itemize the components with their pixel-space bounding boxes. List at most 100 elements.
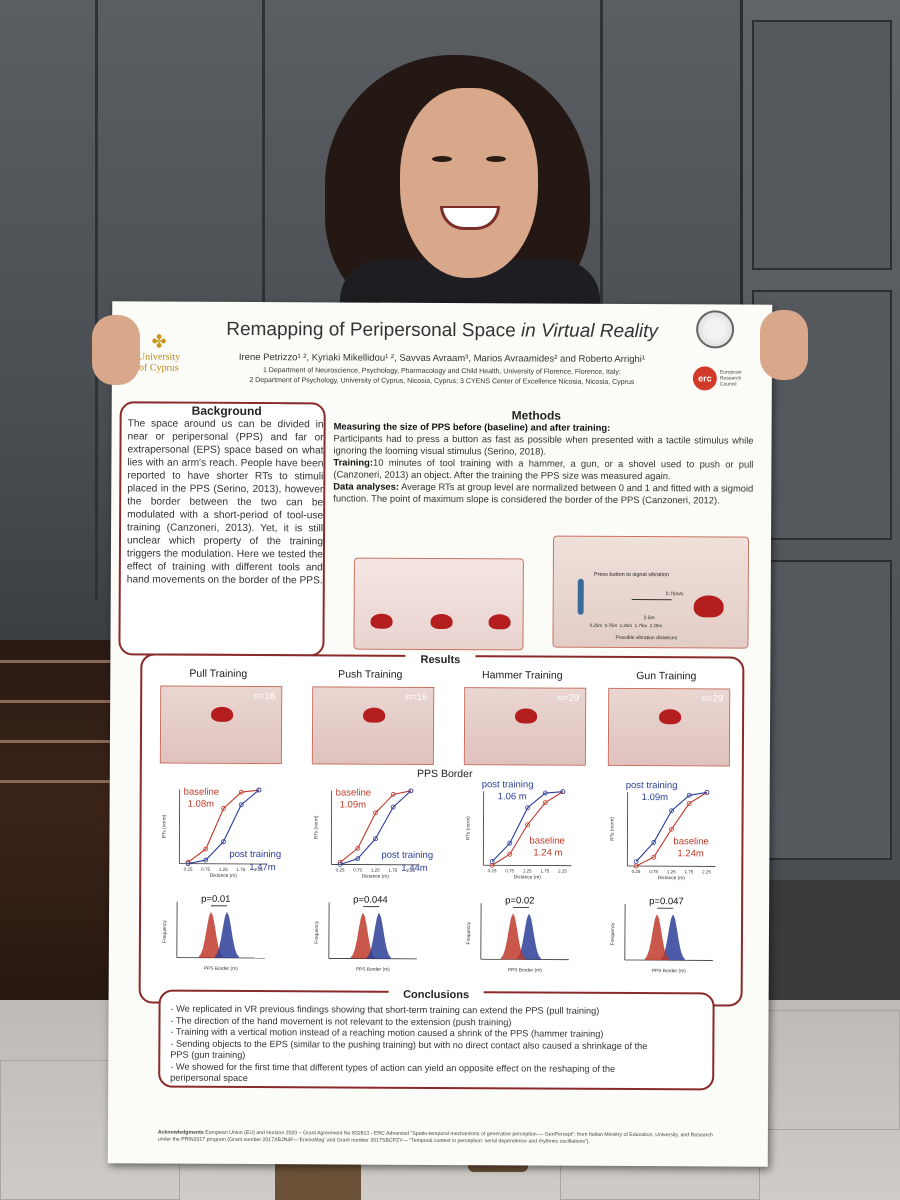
wall-panel-seam <box>600 0 603 600</box>
baseline-distribution <box>644 914 669 961</box>
title-part-2: in Virtual Reality <box>515 320 658 343</box>
x-axis-label: Distance (m) <box>658 875 686 881</box>
x-tick-label: 2.25 <box>406 868 415 873</box>
post-training-distribution <box>214 911 239 958</box>
looming-stimulus <box>430 613 453 630</box>
background-text: The space around us can be divided in ne… <box>126 418 324 587</box>
shelf-bar <box>0 740 150 743</box>
data-point <box>355 856 361 862</box>
measuring-title: Measuring the size of PPS before (baseli… <box>333 420 611 433</box>
data-point <box>355 845 361 851</box>
data-point <box>542 790 548 796</box>
series-line-post-training <box>635 791 707 863</box>
series-line-baseline <box>491 791 564 866</box>
data-point <box>373 810 378 816</box>
data-point <box>542 800 548 806</box>
x-tick-label: 0.25 <box>488 868 497 873</box>
pps-border-plot: 0.25 0.75 1.25 1.75 2.25 Distance (m) RTs (nor… <box>157 782 276 881</box>
erc-mark: erc <box>692 366 717 391</box>
scene-speed: 0.75m/s <box>665 591 684 598</box>
x-tick-label: 0.75 <box>505 868 514 873</box>
scene-bottom-label: Possible vibration distances <box>615 634 678 642</box>
data-point <box>221 805 227 811</box>
x-tick-label: 1.25 <box>523 868 532 873</box>
bootstrap-histogram: PPS Border (m) Frequency <box>157 892 275 972</box>
baseline-value: 1.08m <box>187 798 215 810</box>
x-tick-label: 0.25 <box>184 867 193 872</box>
authors: Irene Petrizzo¹ ², Kyriaki Mikellidou¹ ²… <box>238 351 646 366</box>
series-line-baseline <box>635 791 708 867</box>
post-training-label: post training <box>625 779 678 792</box>
pps-border-heading: PPS Border <box>417 767 473 781</box>
poster: ✤ University of Cyprus erc European Rese… <box>107 301 773 1167</box>
looming-stimulus <box>363 707 386 723</box>
data-point <box>489 859 495 864</box>
data-point <box>203 857 209 863</box>
x-tick-label: 0.25 <box>336 867 345 872</box>
person-eye <box>486 156 506 162</box>
shelf-bar <box>0 700 150 703</box>
baseline-label: baseline <box>335 787 372 799</box>
data-point <box>185 859 191 865</box>
shelf-bar <box>0 780 150 783</box>
scene-caption: Press button to signal vibration <box>593 571 670 579</box>
training-title: Push Training <box>338 668 403 681</box>
person-face <box>400 88 538 278</box>
scene-distance: 2.5m <box>643 615 655 622</box>
person-right-hand <box>760 310 808 380</box>
results-panels: Pull Training n=16 0.25 0.75 1.25 1.75 2.25 Dis… <box>112 301 772 974</box>
data-point <box>669 808 675 814</box>
sigmoid-chart: 0.25 0.75 1.25 1.75 2.25 Distance (m) RTs (nor… <box>313 788 420 880</box>
conclusions-list: - We replicated in VR previous findings … <box>170 1004 725 1087</box>
affiliations: 1 Department of Neuroscience, Psychology… <box>202 366 682 389</box>
x-tick-label: 1.25 <box>667 869 676 874</box>
post-training-value: 1.44m <box>401 862 428 874</box>
title-part-1: Remapping of Peripersonal Space <box>226 318 516 342</box>
post-training-distribution <box>660 914 685 961</box>
methods-text: Measuring the size of PPS before (baseli… <box>333 420 753 506</box>
x-tick-label: 0.75 <box>353 868 362 873</box>
training-image: n=16 <box>159 685 283 765</box>
looming-stimulus <box>488 614 511 630</box>
training-title: Pull Training <box>189 667 248 680</box>
vr-scene-image <box>353 557 524 651</box>
series-line-post-training <box>491 791 563 862</box>
analyses-title: Data analyses: <box>333 480 400 492</box>
y-axis-label: RTs (norm) <box>161 814 167 838</box>
person-left-hand <box>92 315 140 385</box>
pps-border-plot: 0.25 0.75 1.25 1.75 2.25 Distance (m) RTs (nor… <box>605 784 724 883</box>
hist-x-label: PPS Border (m) <box>356 967 390 973</box>
looming-stimulus <box>370 613 393 629</box>
looming-stimulus <box>693 595 724 618</box>
data-point <box>560 789 566 795</box>
measuring-text: Participants had to press a button as fa… <box>333 432 754 457</box>
training-title: Training: <box>333 456 374 468</box>
conclusions-heading: Conclusions <box>388 988 484 1002</box>
data-point <box>525 805 531 811</box>
p-value: p=0.044 <box>353 894 388 906</box>
series-line-baseline <box>187 789 259 863</box>
baseline-label: baseline <box>529 835 565 847</box>
hist-y-label: Frequency <box>610 922 616 945</box>
bootstrap-histogram: PPS Border (m) Frequency <box>461 893 579 974</box>
ack-text: European Union (EU) and Horizon 2020 – G… <box>157 1129 713 1145</box>
series-line-baseline <box>339 790 412 863</box>
training-image: n=29 <box>463 687 587 766</box>
y-axis-label: RTs (norm) <box>313 815 319 839</box>
results-heading: Results <box>405 653 476 667</box>
x-tick-label: 1.75 <box>236 867 245 872</box>
erc-logo: erc European Research Council <box>692 366 750 391</box>
hist-y-label: Frequency <box>314 920 320 943</box>
sigmoid-chart: 0.25 0.75 1.25 1.75 2.25 Distance (m) RTs (nor… <box>465 789 572 881</box>
training-title: Gun Training <box>636 670 697 683</box>
hist-x-label: PPS Border (m) <box>652 968 686 974</box>
y-axis-label: RTs (norm) <box>465 816 471 840</box>
data-point <box>507 851 513 857</box>
x-tick-label: 2.25 <box>702 869 711 874</box>
data-point <box>525 822 530 828</box>
baseline-distribution <box>198 911 223 958</box>
p-value: p=0.02 <box>505 895 535 907</box>
poster-title: Remapping of Peripersonal Space in Virtu… <box>172 319 712 344</box>
baseline-value: 1.24m <box>677 848 704 860</box>
post-training-value: 1.06 m <box>497 791 527 803</box>
